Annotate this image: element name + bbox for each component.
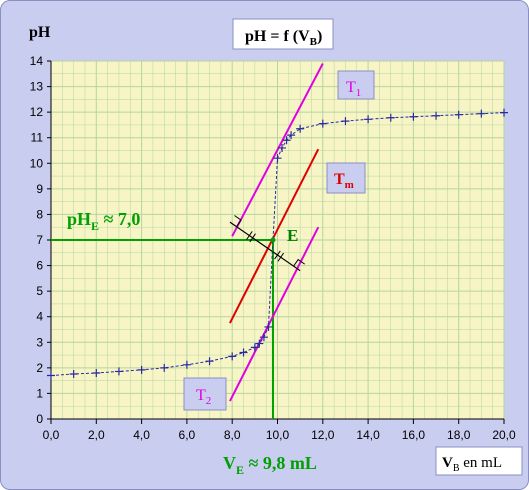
- data-point: [239, 348, 248, 357]
- data-point: [432, 111, 441, 120]
- t1-label-box: [337, 70, 375, 100]
- x-tick-label: 2,0: [88, 428, 105, 442]
- y-tick-label: 0: [36, 412, 43, 426]
- y-tick-label: 7: [36, 233, 43, 247]
- x-tick-label: 12,0: [311, 428, 335, 442]
- y-tick-label: 9: [36, 182, 43, 196]
- tangent-t1: [231, 63, 324, 237]
- v-e-label: VE ≈ 9,8 mL: [223, 453, 317, 477]
- y-tick-label: 1: [36, 386, 43, 400]
- ph-e-label: pHE ≈ 7,0: [67, 209, 140, 233]
- equal-length-mark: [249, 233, 256, 243]
- equal-length-mark: [246, 231, 253, 240]
- data-point: [278, 143, 287, 152]
- t1-label: T1: [346, 79, 361, 99]
- x-tick-label: 8,0: [224, 428, 241, 442]
- data-point: [409, 112, 418, 121]
- y-tick-label: 2: [36, 361, 43, 375]
- data-point: [137, 365, 146, 374]
- data-point: [205, 357, 214, 366]
- x-tick-label: 18,0: [447, 428, 471, 442]
- data-point: [160, 363, 169, 372]
- data-point: [287, 131, 296, 140]
- y-tick-label: 8: [36, 207, 43, 221]
- x-tick-label: 0,0: [43, 428, 60, 442]
- titration-curve: [47, 108, 508, 380]
- data-point: [228, 352, 237, 361]
- tangent-t2: [229, 226, 320, 402]
- equivalence-point-marker: [270, 237, 276, 243]
- point-e-label: E: [287, 226, 298, 245]
- tm-label-box: [326, 162, 366, 194]
- x-tick-label: 14,0: [356, 428, 380, 442]
- data-point: [47, 371, 55, 380]
- t2-label: T2: [196, 387, 211, 407]
- x-tick-label: 6,0: [179, 428, 196, 442]
- y-tick-label: 13: [30, 80, 44, 94]
- data-point: [92, 368, 101, 377]
- data-point: [264, 322, 273, 331]
- x-tick-label: 10,0: [266, 428, 290, 442]
- data-point: [477, 109, 486, 118]
- data-point: [114, 367, 123, 376]
- right-angle-mark: [293, 258, 305, 267]
- data-point: [341, 117, 350, 126]
- x-tick-label: 20,0: [492, 428, 516, 442]
- y-tick-label: 5: [36, 284, 43, 298]
- y-tick-label: 3: [36, 335, 43, 349]
- data-point: [318, 119, 327, 128]
- tangent-tm: [229, 148, 320, 324]
- y-axis-label: pH: [29, 24, 51, 41]
- axes: 0,0 2,0 4,0 6,0 8,0 10,0 12,0 14,0 16,0 18,0 20,0 0…: [30, 54, 516, 442]
- chart-title: pH = f (VB): [245, 28, 322, 48]
- perpendicular-segment: [229, 221, 301, 272]
- y-tick-label: 14: [30, 54, 44, 68]
- y-tick-label: 12: [30, 105, 44, 119]
- data-point: [296, 124, 305, 133]
- data-point: [255, 339, 264, 348]
- tm-label: Tm: [334, 171, 354, 191]
- y-tick-label: 4: [36, 310, 43, 324]
- x-tick-label: 16,0: [402, 428, 426, 442]
- data-point: [500, 108, 508, 117]
- data-point: [282, 136, 291, 145]
- equal-length-mark: [277, 252, 284, 262]
- y-tick-label: 11: [31, 131, 44, 145]
- data-point: [273, 154, 282, 163]
- x-axis-label: VB en mL: [442, 455, 502, 474]
- x-axis-label-box: [435, 446, 523, 476]
- data-point: [386, 113, 395, 122]
- construction-lines: [51, 63, 324, 419]
- equal-length-mark: [274, 250, 281, 260]
- title-box: [232, 18, 334, 50]
- right-angle-mark: [234, 215, 242, 227]
- data-point: [182, 360, 191, 369]
- data-point: [259, 333, 268, 342]
- data-point: [250, 343, 259, 352]
- y-tick-label: 6: [36, 259, 43, 273]
- data-point: [364, 115, 373, 124]
- data-point: [69, 369, 78, 378]
- x-tick-label: 4,0: [133, 428, 150, 442]
- t2-label-box: [183, 377, 227, 411]
- curve-line: [50, 112, 505, 377]
- y-tick-label: 10: [30, 156, 44, 170]
- data-point: [454, 110, 463, 119]
